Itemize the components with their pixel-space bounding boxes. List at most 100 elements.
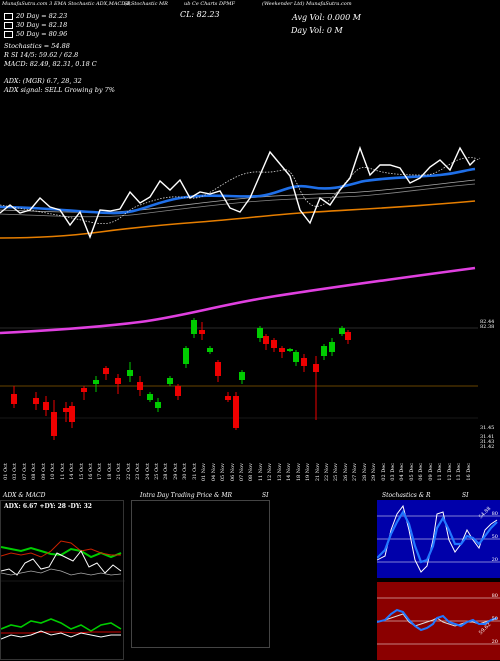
adx-signal: ADX signal: SELL Growing by 7% — [4, 86, 115, 94]
candlestick-group — [11, 318, 351, 440]
price-label: 31.42 — [480, 444, 495, 450]
date-label: 27 Nov — [352, 463, 359, 482]
date-label: 19 Nov — [305, 463, 312, 482]
candle-body — [103, 368, 109, 374]
adx-panel-title: ADX & MACD — [3, 492, 46, 499]
candle-body — [43, 402, 49, 410]
candle-body — [81, 388, 87, 392]
date-label: 03 Dec — [390, 463, 397, 481]
date-label: 03 Oct — [12, 463, 19, 480]
candle-body — [345, 332, 351, 340]
candle-body — [239, 372, 245, 380]
date-label: 17 Oct — [97, 463, 104, 480]
ema-legend: 20 Day = 82.23 30 Day = 82.18 50 Day = 8… — [4, 12, 67, 39]
legend-item-30day: 30 Day = 82.18 — [4, 21, 67, 30]
date-label: 05 Dec — [408, 463, 415, 481]
candle-body — [175, 386, 181, 396]
stoch-tick-80: 80 — [491, 511, 498, 517]
legend-swatch-20day — [4, 12, 13, 20]
stoch-tick-20: 20 — [491, 557, 498, 563]
date-label: 16 Oct — [87, 463, 94, 480]
candle-body — [215, 362, 221, 376]
candle-body — [93, 380, 99, 384]
candle-body — [207, 348, 213, 352]
stoch-panel-title: Stochastics & R — [382, 492, 431, 499]
date-label: 07 Oct — [21, 463, 28, 480]
date-label: 21 Nov — [314, 463, 321, 482]
ema-magenta-line — [0, 266, 476, 335]
macd-readout: MACD: 82.49, 82.31, 0.18 C — [4, 60, 97, 68]
adx-panel-values: ADX: 6.67 +DY: 28 -DY: 32 — [4, 503, 92, 510]
adx-line-secondary — [1, 568, 122, 576]
date-label: 21 Oct — [116, 463, 123, 480]
legend-swatch-50day — [4, 30, 13, 38]
date-label: 11 Oct — [59, 463, 66, 480]
date-label: 13 Dec — [456, 463, 463, 481]
date-label: 12 Dec — [446, 463, 453, 481]
date-label: 06 Dec — [418, 463, 425, 481]
price-label: 31.45 — [480, 425, 495, 431]
date-label: 08 Nov — [248, 463, 255, 482]
date-label: 30 Oct — [182, 463, 189, 480]
date-label: 16 Dec — [465, 463, 472, 481]
candle-body — [147, 394, 153, 400]
intraday-panel-title: Intra Day Trading Price & MR — [140, 492, 233, 499]
candle-body — [329, 342, 335, 352]
candle-body — [115, 378, 121, 384]
adx-readout: ADX: (MGR) 6.7, 28, 32 — [4, 77, 82, 85]
date-label: 18 Oct — [106, 463, 113, 480]
date-label: 05 Nov — [220, 463, 227, 482]
candle-body — [183, 348, 189, 364]
header-indicator-tags: EMA Stochastic ADX,MACD,B — [54, 1, 131, 7]
candle-body — [51, 412, 57, 436]
rsi-svg — [377, 597, 500, 645]
ema-dotted-line — [0, 157, 481, 224]
date-label: 24 Oct — [144, 463, 151, 480]
date-label: 04 Dec — [399, 463, 406, 481]
avg-volume-label: Avg Vol: 0.000 M — [292, 13, 361, 22]
date-label: 11 Dec — [437, 463, 444, 481]
intraday-panel-si: SI — [262, 492, 269, 499]
candle-body — [271, 340, 277, 348]
candle-body — [11, 394, 17, 404]
stoch-d-line — [377, 509, 498, 564]
header-left-brand: MunafaSutra.com 3 — [2, 1, 53, 7]
candle-body — [257, 328, 263, 338]
candle-body — [167, 378, 173, 384]
candle-body — [293, 352, 299, 362]
candle-body — [199, 330, 205, 334]
candle-body — [339, 328, 345, 334]
price-label: 82.38 — [480, 324, 495, 330]
date-label: 14 Nov — [286, 463, 293, 482]
candle-body — [63, 408, 69, 412]
date-label: 29 Oct — [172, 463, 179, 480]
adx-macd-panel: ADX: 6.67 +DY: 28 -DY: 32 — [0, 500, 125, 660]
rsi-readout: R SI 14/5: 59.62 / 62.8 — [4, 51, 79, 59]
date-label: 15 Oct — [78, 463, 85, 480]
date-label: 25 Nov — [333, 463, 340, 482]
stoch-panel-si: SI — [462, 492, 469, 499]
stochastics-panel: 80 50 20 54.88 — [377, 500, 500, 578]
date-label: 04 Nov — [210, 463, 217, 482]
macd-line — [1, 618, 122, 632]
legend-item-20day: 20 Day = 82.23 — [4, 12, 67, 21]
date-label: 22 Oct — [125, 463, 132, 480]
adx-macd-svg — [1, 540, 125, 640]
candle-body — [233, 396, 239, 428]
date-label: 12 Nov — [267, 463, 274, 482]
rsi-tick-80: 80 — [491, 593, 498, 599]
price-label: 31.41 — [480, 434, 495, 440]
adx-line — [1, 550, 122, 576]
date-label: 10 Oct — [50, 463, 57, 480]
date-label: 06 Nov — [229, 463, 236, 482]
candle-body — [313, 364, 319, 372]
rsi-panel: 80 50 20 59.62 — [377, 582, 500, 660]
price-label: 31.43 — [480, 439, 495, 445]
candle-body — [301, 358, 307, 366]
ema-orange-line — [0, 200, 476, 239]
candle-body — [279, 348, 285, 352]
legend-label-50day: 50 Day = 80.96 — [16, 30, 68, 38]
date-label: 08 Oct — [31, 463, 38, 480]
candle-body — [191, 320, 197, 334]
stochastics-svg — [377, 504, 500, 573]
